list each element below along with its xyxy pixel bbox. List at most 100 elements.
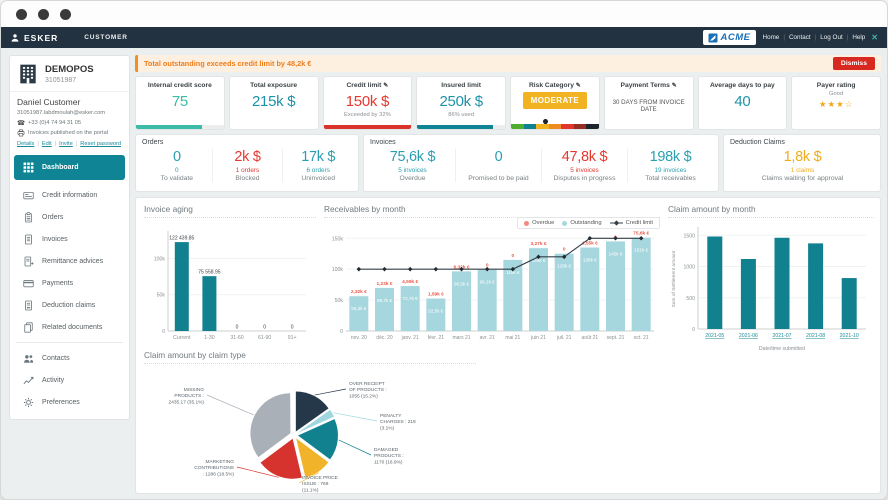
window-button-maximize[interactable] <box>60 8 71 20</box>
company-id: 31051987 <box>45 77 77 84</box>
x-tick-label: 91+ <box>288 335 297 341</box>
pie-slice[interactable] <box>296 438 329 478</box>
edit-pencil-icon[interactable]: ✎ <box>383 83 389 89</box>
svg-text:nov. 20: nov. 20 <box>351 335 367 341</box>
kpi-payer-rating: Payer rating Good ★★★☆ <box>791 76 881 130</box>
invoices-promised[interactable]: 0 Promised to be paid <box>455 149 541 182</box>
kpi-title: Average days to pay <box>709 82 775 89</box>
invoices-total-receivables[interactable]: 198k $ 19 invoices Total receivables <box>627 149 713 182</box>
kpi-value: 250k $ <box>439 93 484 110</box>
svg-text:134k €: 134k € <box>532 258 546 263</box>
legend-outstanding[interactable]: Outstanding <box>562 220 602 226</box>
svg-text:juin 21: juin 21 <box>530 335 546 341</box>
link-contact[interactable]: Contact <box>788 34 811 41</box>
reset-password-link[interactable]: Reset password <box>80 141 122 147</box>
claim-by-month-section: Claim amount by month 0 500 1000 1500 2021-0… <box>668 204 874 358</box>
svg-text:2,32k €: 2,32k € <box>351 289 367 295</box>
orders-uninvoiced[interactable]: 17k $ 6 orders Uninvoiced <box>282 149 353 182</box>
svg-text:96,5k €: 96,5k € <box>454 281 470 286</box>
svg-text:déc. 20: déc. 20 <box>376 335 393 341</box>
svg-text:Sum of Settlement amount: Sum of Settlement amount <box>671 250 677 307</box>
svg-text:oct. 21: oct. 21 <box>634 335 649 341</box>
svg-text:69,7k €: 69,7k € <box>377 298 393 303</box>
sidebar-item-credit-information[interactable]: Credit information <box>10 184 129 206</box>
details-link[interactable]: Details <box>17 141 35 147</box>
close-icon[interactable]: ✕ <box>871 33 878 42</box>
contacts-people-icon <box>23 353 34 364</box>
x-tick-label: Current <box>173 335 191 341</box>
pie-slice[interactable] <box>297 409 334 434</box>
link-logout[interactable]: Log Out <box>820 34 843 41</box>
window-button-minimize[interactable] <box>38 8 49 20</box>
claim-month-link[interactable]: 2021-07 <box>772 333 791 339</box>
claim-document-icon <box>23 300 34 311</box>
legend-label: Credit limit <box>625 220 653 226</box>
stat-label: Blocked <box>235 175 260 182</box>
acme-flag-icon <box>708 33 718 42</box>
legend-overdue[interactable]: Overdue <box>524 220 554 226</box>
invoices-overdue[interactable]: 75,6k $ 5 invoices Overdue <box>370 149 455 182</box>
receivables-section: Receivables by month Overdue Outstanding… <box>324 204 660 350</box>
claims-waiting-approval[interactable]: 1,8k $ 1 claims Claims waiting for appro… <box>730 149 875 182</box>
esker-logo-icon <box>11 33 19 42</box>
pie-slice[interactable] <box>297 419 338 460</box>
link-home[interactable]: Home <box>762 34 780 41</box>
bar <box>841 278 857 329</box>
invite-link[interactable]: Invite <box>59 141 73 147</box>
sidebar: DEMOPOS 31051987 Daniel Customer 3105198… <box>9 55 130 420</box>
orders-blocked[interactable]: 2k $ 1 orders Blocked <box>211 149 283 182</box>
kpi-average-days-to-pay: Average days to pay 40 <box>697 76 788 130</box>
legend-label: Overdue <box>532 220 555 226</box>
claim-month-link[interactable]: 2021-05 <box>705 333 724 339</box>
orders-to-validate[interactable]: 0 0 To validate <box>142 149 212 182</box>
sidebar-item-label: Orders <box>42 213 64 221</box>
stat-sub: 19 invoices <box>654 167 687 174</box>
kpi-credit-limit: Credit limit ✎ 150k $ Exceeded by 32% <box>322 76 413 130</box>
acme-logo: ACME <box>702 30 756 45</box>
sidebar-item-related-documents[interactable]: Related documents <box>10 316 129 338</box>
invoices-disputes[interactable]: 47,8k $ 5 invoices Disputes in progress <box>541 149 627 182</box>
edit-link[interactable]: Edit <box>41 141 52 147</box>
stats-row: Orders 0 0 To validate 2k $ 1 orders Blo… <box>135 134 881 192</box>
edit-pencil-icon[interactable]: ✎ <box>671 83 677 89</box>
chart-title: Claim amount by month <box>668 204 874 218</box>
link-help[interactable]: Help <box>852 34 866 41</box>
sidebar-item-payments[interactable]: Payments <box>10 272 129 294</box>
printer-icon <box>17 129 25 137</box>
contact-name: Daniel Customer <box>17 97 81 107</box>
svg-text:72,7k €: 72,7k € <box>403 296 419 301</box>
svg-text:avr. 21: avr. 21 <box>480 335 495 341</box>
tab-customer[interactable]: CUSTOMER <box>84 34 128 41</box>
svg-text:100k: 100k <box>332 267 344 273</box>
claim-month-link[interactable]: 2021-10 <box>840 333 859 339</box>
claim-month-link[interactable]: 2021-08 <box>806 333 825 339</box>
window-button-close[interactable] <box>16 8 27 20</box>
legend-label: Outstanding <box>570 220 602 226</box>
pie-label: PENALTY CHARGES : 218 (3.1%) <box>380 413 416 431</box>
insured-limit-bar-fill <box>417 125 493 129</box>
credit-limit-bar-track <box>323 125 412 129</box>
pie-slice[interactable] <box>295 391 329 432</box>
stat-value: 198k $ <box>649 149 692 165</box>
pie-label: MARKETING CONTRIBUTIONS: 1286 (18.5%) <box>194 459 234 477</box>
sidebar-item-remittance-advices[interactable]: Remittance advices <box>10 250 129 272</box>
main-content: Total outstanding exceeds credit limit b… <box>135 55 881 494</box>
bar <box>202 276 217 331</box>
sidebar-item-contacts[interactable]: Contacts <box>10 347 129 369</box>
sidebar-item-deduction-claims[interactable]: Deduction claims <box>10 294 129 316</box>
edit-pencil-icon[interactable]: ✎ <box>575 83 581 89</box>
legend-credit-limit[interactable]: Credit limit <box>609 220 653 226</box>
dismiss-button[interactable]: Dismiss <box>832 57 875 70</box>
pie-label: DAMAGED PRODUCTS :1170 (16.9%) <box>374 447 404 465</box>
svg-text:0: 0 <box>563 247 566 253</box>
sidebar-item-dashboard[interactable]: Dashboard <box>14 155 125 180</box>
stat-sub <box>458 167 539 174</box>
claim-month-link[interactable]: 2021-06 <box>739 333 758 339</box>
sidebar-item-orders[interactable]: Orders <box>10 206 129 228</box>
sidebar-item-activity[interactable]: Activity <box>10 369 129 391</box>
sidebar-item-preferences[interactable]: Preferences <box>10 391 129 413</box>
pie-slice[interactable] <box>250 393 291 458</box>
sidebar-item-invoices[interactable]: Invoices <box>10 228 129 250</box>
pie-slice[interactable] <box>260 438 302 479</box>
pie-label: INVOICE PRICE ISSUE : 769 (11.1%) <box>302 475 338 493</box>
